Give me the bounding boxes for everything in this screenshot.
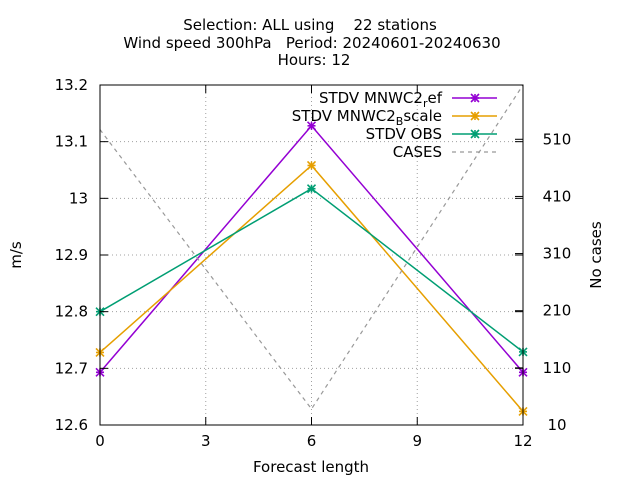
data-point	[306, 160, 317, 171]
legend-label: CASES	[393, 143, 442, 161]
data-point	[306, 121, 317, 131]
title-line-1: Selection: ALL using 22 stations	[183, 16, 437, 34]
chart-title: Selection: ALL using 22 stations Wind sp…	[123, 16, 500, 69]
x-tick-label: 0	[95, 432, 105, 450]
y2-tick-label: 410	[543, 187, 572, 205]
y2-tick-label: 10	[547, 416, 566, 434]
x-tick-label: 6	[307, 432, 317, 450]
legend-entry: CASES	[393, 143, 497, 161]
x-tick-label: 9	[412, 432, 422, 450]
y-tick-label: 12.6	[55, 416, 88, 434]
legend-entry: STDV MNWC2Bscale	[292, 107, 497, 128]
series-2	[95, 184, 528, 357]
legend-label: STDV MNWC2ref	[319, 89, 443, 110]
legend-entry: STDV OBS	[366, 125, 497, 143]
x-axis-label: Forecast length	[253, 458, 369, 476]
legend-entry: STDV MNWC2ref	[319, 89, 497, 110]
y2-tick-label: 510	[543, 130, 572, 148]
y2-tick-label: 310	[543, 245, 572, 263]
y2-axis-ticks: 10 110 210 310 410 510	[515, 130, 571, 434]
legend-label: STDV OBS	[366, 125, 442, 143]
title-line-2: Wind speed 300hPa Period: 20240601-20240…	[123, 34, 500, 52]
y2-tick-label: 210	[543, 302, 572, 320]
title-line-3: Hours: 12	[278, 51, 351, 69]
legend-marker	[470, 93, 480, 103]
series-line	[99, 164, 524, 412]
x-axis-ticks: 0 3 6 9 12	[95, 85, 533, 450]
y-tick-label: 13.1	[55, 133, 88, 151]
data-point	[306, 184, 317, 194]
x-tick-label: 3	[201, 432, 211, 450]
y-axis-ticks: 12.6 12.7 12.8 12.9 13 13.1 13.2	[55, 76, 523, 434]
grid	[100, 85, 523, 425]
y2-tick-label: 110	[543, 359, 572, 377]
y2-axis-label: No cases	[587, 221, 605, 289]
y-tick-label: 12.9	[55, 246, 88, 264]
series-layer	[95, 84, 528, 416]
y-tick-label: 13.2	[55, 76, 88, 94]
legend-marker	[470, 111, 480, 121]
series-line	[99, 84, 524, 411]
y-tick-label: 13	[69, 189, 88, 207]
legend-label: STDV MNWC2Bscale	[292, 107, 442, 128]
series-3	[99, 84, 524, 411]
legend-marker	[470, 129, 480, 139]
y-tick-label: 12.8	[55, 303, 88, 321]
x-tick-label: 12	[513, 432, 532, 450]
y-tick-label: 12.7	[55, 359, 88, 377]
y-axis-label: m/s	[7, 241, 25, 269]
